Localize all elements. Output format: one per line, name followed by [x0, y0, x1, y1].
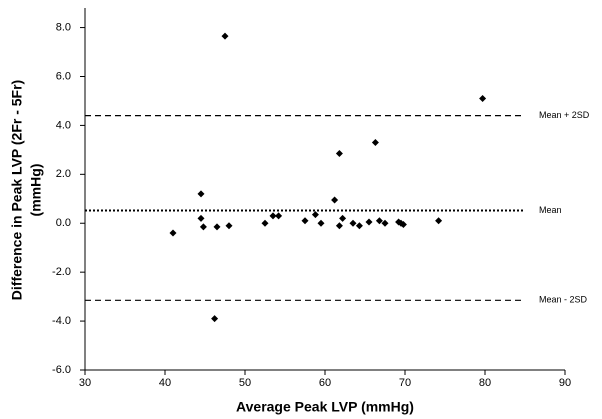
x-tick-label: 60: [319, 377, 331, 389]
x-tick-label: 30: [79, 377, 91, 389]
x-tick-label: 90: [559, 377, 571, 389]
y-axis-title: Difference in Peak LVP (2Fr - 5Fr): [9, 80, 25, 300]
point: [375, 217, 383, 225]
y-tick-label: -6.0: [52, 364, 71, 376]
y-tick-label: 6.0: [56, 70, 71, 82]
y-axis-title: (mmHg): [28, 164, 44, 217]
point: [301, 217, 309, 225]
point: [169, 229, 177, 237]
point: [221, 32, 229, 40]
point: [335, 222, 343, 230]
y-tick-label: 8.0: [56, 21, 71, 33]
reference-label: Mean + 2SD: [539, 110, 590, 120]
point: [355, 222, 363, 230]
y-tick-label: -2.0: [52, 266, 71, 278]
point: [339, 214, 347, 222]
x-tick-label: 50: [239, 377, 251, 389]
point: [197, 190, 205, 198]
point: [335, 150, 343, 158]
reference-label: Mean - 2SD: [539, 295, 588, 305]
x-tick-label: 40: [159, 377, 171, 389]
y-tick-label: -4.0: [52, 315, 71, 327]
point: [199, 223, 207, 231]
point: [349, 219, 357, 227]
x-axis-title: Average Peak LVP (mmHg): [236, 399, 414, 415]
point: [213, 223, 221, 231]
point: [261, 219, 269, 227]
point: [197, 214, 205, 222]
x-tick-label: 80: [479, 377, 491, 389]
point: [211, 315, 219, 323]
x-tick-label: 70: [399, 377, 411, 389]
point: [225, 222, 233, 230]
point: [435, 217, 443, 225]
point: [365, 218, 373, 226]
point: [269, 212, 277, 220]
point: [311, 211, 319, 219]
y-tick-label: 0.0: [56, 217, 71, 229]
point: [399, 220, 407, 228]
reference-label: Mean: [539, 205, 562, 215]
point: [275, 212, 283, 220]
point: [381, 219, 389, 227]
point: [331, 196, 339, 204]
y-tick-label: 2.0: [56, 168, 71, 180]
point: [317, 219, 325, 227]
point: [479, 95, 487, 102]
point: [371, 139, 379, 147]
y-tick-label: 4.0: [56, 119, 71, 131]
